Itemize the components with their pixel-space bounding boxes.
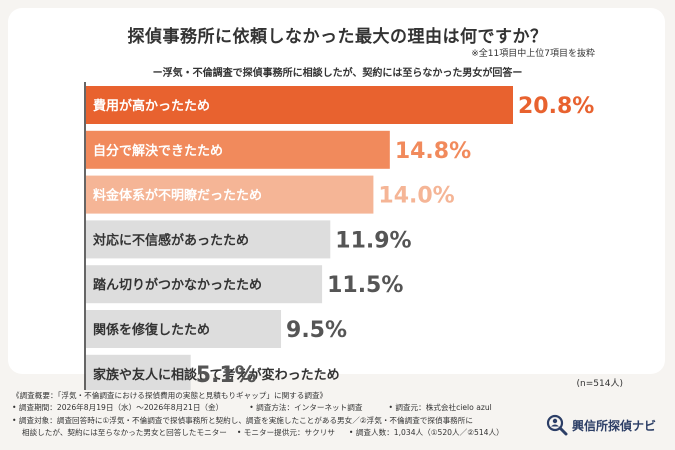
- value-label-3: 14.0%: [378, 184, 454, 209]
- survey-method: • 調査方法：インターネット調査: [249, 403, 363, 413]
- bar-3: [86, 175, 374, 214]
- chart-subtitle: ー浮気・不倫調査で探偵事務所に相談したが、契約には至らなかった男女が回答ー: [152, 68, 523, 79]
- bar-5: [86, 265, 323, 304]
- bar-4: [86, 220, 331, 259]
- bar-label-2: 自分で解決できたため: [93, 143, 223, 159]
- monitor-provider: • モニター提供元：サクリサ: [236, 428, 335, 438]
- footer-line-3: • 調査対象：調査回答時に①浮気・不倫調査で探偵事務所と契約し、調査を実施したこ…: [12, 415, 473, 425]
- footer-line-2: • 調査期間：2026年8月19日（水）〜2026年8月21日（金） • 調査方法…: [12, 402, 532, 414]
- bar-6: [86, 310, 282, 348]
- value-label-2: 14.8%: [395, 139, 471, 164]
- bar-1: [86, 86, 513, 124]
- survey-footer: 《調査概要：「浮気・不倫調査における探偵費用の実態と見積もりギャップ」に関する調…: [12, 390, 532, 440]
- bar-chart: 費用が高かったため 20.8% 自分で解決できたため 14.8% 料金体系が不明瞭だった…: [84, 82, 594, 390]
- survey-source: • 調査元：株式会社cielo azul: [388, 403, 492, 413]
- footer-line-1: 《調査概要：「浮気・不倫調査における探偵費用の実態と見積もりギャップ」に関する調…: [12, 391, 328, 400]
- value-label-1: 20.8%: [518, 94, 594, 119]
- survey-target-cont: 相談したが、契約には至らなかった男女と回答したモニター: [22, 428, 227, 438]
- survey-count: • 調査人数：1,034人（①520人／②514人）: [348, 428, 504, 438]
- bar-label-7: 家族や友人に相談して考えが変わったため: [93, 367, 340, 383]
- value-label-7: 5.1%: [196, 363, 257, 388]
- bar-2: [86, 130, 390, 169]
- bar-label-3: 料金体系が不明瞭だったため: [93, 188, 262, 204]
- chart-title: 探偵事務所に依頼しなかった最大の理由は何ですか？: [127, 27, 548, 47]
- value-label-4: 11.9%: [335, 228, 411, 253]
- footer-line-4: 相談したが、契約には至らなかった男女と回答したモニター • モニター提供元：サクリ…: [12, 427, 532, 439]
- brand-name: 興信所探偵ナビ: [572, 418, 657, 433]
- bar-label-1: 費用が高かったため: [93, 98, 210, 114]
- value-label-5: 11.5%: [327, 273, 403, 298]
- bar-label-6: 関係を修復したため: [93, 322, 210, 338]
- bar-label-5: 踏ん切りがつかなかったため: [93, 277, 262, 293]
- bar-7: [86, 354, 191, 390]
- magnifier-person-icon: [546, 414, 568, 436]
- value-label-6: 9.5%: [286, 318, 347, 343]
- survey-period: • 調査期間：2026年8月19日（水）〜2026年8月21日（金）: [12, 403, 224, 413]
- chart-note: ※全11項目中上位7項目を抜粋: [471, 49, 595, 59]
- sample-size: (n=514人): [576, 379, 623, 389]
- brand-logo: 興信所探偵ナビ: [546, 413, 656, 437]
- bar-label-4: 対応に不信感があったため: [92, 232, 249, 248]
